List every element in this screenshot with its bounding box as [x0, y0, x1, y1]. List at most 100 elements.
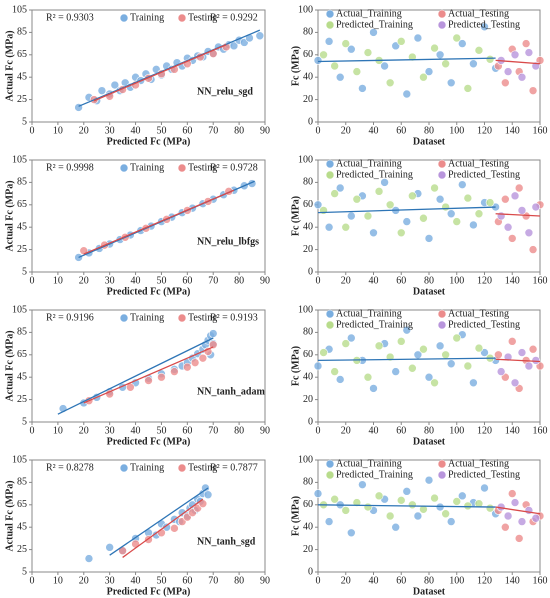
point: [457, 180, 467, 189]
x-tick-label: 90: [260, 125, 270, 136]
point: [496, 367, 506, 376]
legend-marker: [437, 159, 447, 169]
legend-label: Training: [130, 312, 164, 323]
point: [446, 517, 456, 526]
point: [463, 193, 473, 203]
point: [430, 183, 439, 193]
point: [144, 376, 153, 385]
point: [435, 341, 445, 351]
y-tick-label: 40: [303, 71, 313, 82]
r2-label: R² = 0.8278: [46, 462, 94, 473]
model-label: NN_relu_lbfgs: [197, 236, 259, 247]
point: [480, 348, 489, 357]
point: [346, 211, 356, 221]
point: [463, 84, 473, 93]
x-tick-label: 10: [53, 575, 63, 586]
point: [435, 502, 445, 512]
point: [369, 28, 378, 37]
point: [446, 359, 456, 369]
legend-marker: [437, 459, 447, 469]
point: [391, 367, 401, 376]
legend-label: Actual_Testing: [448, 458, 509, 469]
y-tick-label: 5: [22, 416, 27, 427]
x-tick-label: 20: [341, 425, 351, 436]
point: [507, 234, 517, 243]
point: [501, 78, 510, 88]
point: [97, 86, 107, 95]
legend-marker: [119, 463, 129, 473]
point: [369, 228, 378, 238]
y-tick-label: 5: [22, 266, 27, 277]
x-tick-label: 160: [533, 425, 548, 436]
point: [313, 56, 323, 65]
x-tick-label: 80: [424, 425, 434, 436]
point: [446, 78, 456, 88]
point: [446, 209, 456, 219]
x-axis-label: Dataset: [413, 586, 446, 597]
point: [480, 483, 489, 493]
x-tick-label: 0: [30, 275, 35, 286]
point: [380, 178, 389, 187]
y-axis-label: Actual Fc (MPa): [4, 30, 15, 101]
x-tick-label: 20: [79, 425, 89, 436]
x-tick-label: 0: [30, 425, 35, 436]
x-axis-label: Predicted Fc (MPa): [107, 436, 191, 447]
x-tick-label: 20: [79, 575, 89, 586]
legend-marker: [325, 320, 335, 330]
plot-frame: [31, 9, 266, 123]
y-tick-label: 25: [17, 544, 27, 555]
point: [496, 211, 506, 221]
x-tick-label: 0: [316, 425, 321, 436]
x-tick-label: 100: [449, 575, 464, 586]
point: [469, 220, 478, 230]
point: [510, 498, 520, 507]
point: [524, 506, 534, 515]
point: [358, 84, 367, 93]
point: [517, 517, 527, 526]
x-tick-label: 20: [341, 575, 351, 586]
y-tick-label: 25: [17, 94, 27, 105]
point: [441, 509, 450, 519]
x-tick-label: 0: [316, 275, 321, 286]
point: [170, 524, 179, 533]
point: [531, 513, 541, 523]
point: [324, 517, 334, 526]
point: [358, 480, 367, 489]
x-tick-label: 80: [424, 275, 434, 286]
point: [441, 202, 450, 212]
point: [510, 378, 520, 388]
r2-label: R² = 0.7877: [210, 462, 258, 473]
legend-marker: [325, 309, 335, 319]
legend-marker: [437, 470, 447, 480]
trend-line: [317, 357, 496, 362]
legend-label: Training: [130, 462, 164, 473]
y-tick-label: 45: [17, 371, 27, 382]
point: [463, 501, 473, 511]
trend-line: [317, 504, 496, 508]
point: [514, 534, 524, 543]
point: [341, 39, 351, 48]
legend-label: Testing: [188, 12, 217, 23]
point: [419, 72, 428, 82]
point: [391, 522, 401, 532]
x-tick-label: 0: [30, 125, 35, 136]
x-tick-label: 40: [131, 275, 141, 286]
trend-line: [495, 213, 541, 217]
point: [380, 61, 389, 71]
y-axis-label: Fc (MPa): [290, 46, 301, 86]
x-tick-label: 100: [449, 275, 464, 286]
point: [528, 86, 538, 95]
x-tick-label: 30: [105, 425, 115, 436]
point: [424, 475, 434, 485]
x-tick-label: 0: [316, 575, 321, 586]
point: [385, 200, 395, 210]
trend-line: [317, 206, 496, 214]
point: [105, 543, 114, 552]
trend-line: [495, 358, 541, 363]
y-tick-label: 85: [17, 27, 27, 38]
point: [374, 491, 384, 501]
trend-line: [93, 44, 227, 102]
y-tick-label: 45: [17, 71, 27, 82]
x-tick-label: 40: [131, 125, 141, 136]
point: [352, 194, 362, 204]
